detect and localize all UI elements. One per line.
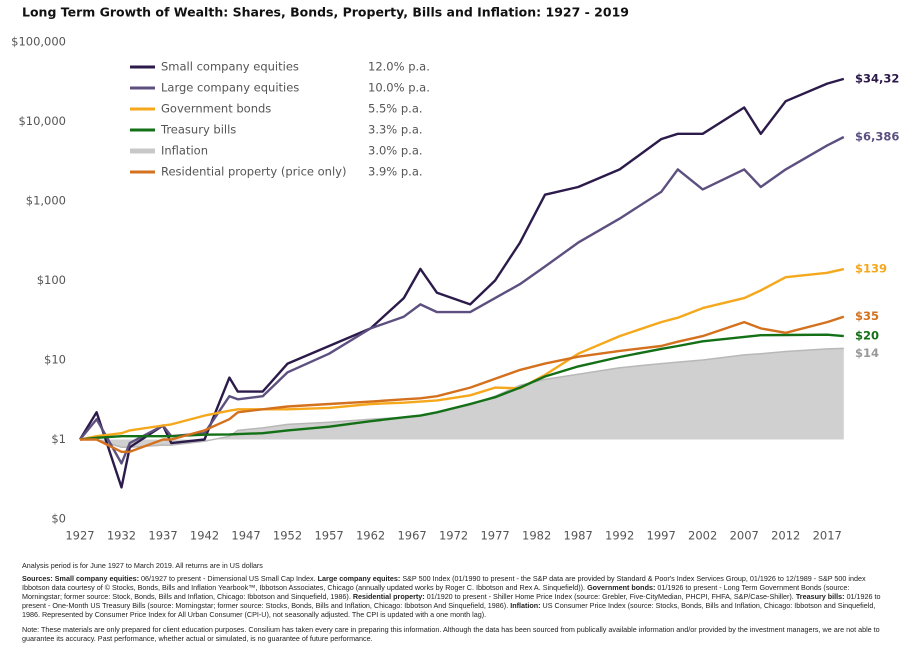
- y-tick-label: $100: [37, 273, 66, 287]
- legend-rate: 3.9% p.a.: [368, 165, 423, 179]
- x-tick-label: 1972: [439, 529, 468, 543]
- source-text: S&P 500 Index (01/1990 to present - the …: [22, 574, 866, 592]
- source-label: Large company equites:: [317, 574, 401, 583]
- source-text: US Consumer Price Index (source: Stocks,…: [22, 601, 876, 619]
- end-label: $6,386: [855, 129, 899, 143]
- source-text: 01/1926 to present - Long Term Governmen…: [22, 583, 850, 601]
- legend-label: Small company equities: [161, 60, 299, 74]
- source-label: Government bonds:: [587, 583, 656, 592]
- x-tick-label: 1932: [107, 529, 136, 543]
- x-tick-label: 2002: [688, 529, 717, 543]
- x-tick-label: 2007: [730, 529, 759, 543]
- source-text: 01/1920 to present - Shiller Home Price …: [426, 592, 794, 601]
- x-tick-label: 1982: [522, 529, 551, 543]
- y-tick-label: $10: [44, 353, 66, 367]
- y-tick-label: $1: [51, 432, 66, 446]
- source-label: Small company equities:: [54, 574, 140, 583]
- source-text: 06/1927 to present - Dimensional US Smal…: [141, 574, 316, 583]
- legend-label: Treasury bills: [160, 123, 236, 137]
- legend-rate: 3.3% p.a.: [368, 123, 423, 137]
- x-tick-label: 1952: [273, 529, 302, 543]
- series-line: [79, 333, 844, 441]
- legend-rate: 5.5% p.a.: [368, 102, 423, 116]
- chart-title: Long Term Growth of Wealth: Shares, Bond…: [22, 5, 629, 20]
- x-tick-label: 1957: [314, 529, 343, 543]
- disclaimer: Note: These materials are only prepared …: [22, 625, 880, 643]
- source-text: 01/1926 to present - One-Month US Treasu…: [22, 592, 881, 610]
- chart: Long Term Growth of Wealth: Shares, Bond…: [11, 5, 900, 543]
- inflation-area: [80, 348, 844, 448]
- y-tick-label: $1,000: [26, 194, 66, 208]
- end-label: $139: [855, 262, 887, 276]
- x-tick-label: 1962: [356, 529, 385, 543]
- y-tick-label: $10,000: [18, 114, 66, 128]
- x-tick-label: 1947: [231, 529, 260, 543]
- x-tick-label: 1987: [564, 529, 593, 543]
- series-line: [80, 315, 845, 453]
- series-line: [79, 267, 845, 441]
- x-tick-label: 1977: [480, 529, 509, 543]
- analysis-note: Analysis period is for June 1927 to Marc…: [22, 561, 263, 570]
- end-label: $34,320: [855, 71, 900, 85]
- x-tick-label: 1997: [647, 529, 676, 543]
- x-tick-label: 1942: [190, 529, 219, 543]
- x-tick-label: 2012: [771, 529, 800, 543]
- y-tick-label: $100,000: [11, 35, 66, 49]
- legend-label: Large company equities: [161, 81, 299, 95]
- source-label: Inflation:: [510, 601, 541, 610]
- legend-label: Residential property (price only): [161, 165, 346, 179]
- series-line: [79, 135, 845, 465]
- end-label: $20: [855, 329, 879, 343]
- source-label: Residential property:: [352, 592, 425, 601]
- x-tick-label: 1967: [397, 529, 426, 543]
- legend-label: Government bonds: [161, 102, 271, 116]
- legend-rate: 3.0% p.a.: [368, 144, 423, 158]
- end-label: $14: [855, 346, 879, 360]
- source-label: Treasury bills:: [795, 592, 845, 601]
- sources-label: Sources:: [22, 574, 53, 583]
- y-tick-label: $0: [51, 512, 66, 526]
- end-label: $35: [855, 309, 879, 323]
- legend-rate: 12.0% p.a.: [368, 60, 430, 74]
- legend-label: Inflation: [161, 144, 208, 158]
- x-tick-label: 2017: [813, 529, 842, 543]
- x-tick-label: 1937: [148, 529, 177, 543]
- x-tick-label: 1927: [65, 529, 94, 543]
- x-tick-label: 1992: [605, 529, 634, 543]
- sources: Sources: Small company equities: 06/1927…: [22, 574, 888, 619]
- legend-rate: 10.0% p.a.: [368, 81, 430, 95]
